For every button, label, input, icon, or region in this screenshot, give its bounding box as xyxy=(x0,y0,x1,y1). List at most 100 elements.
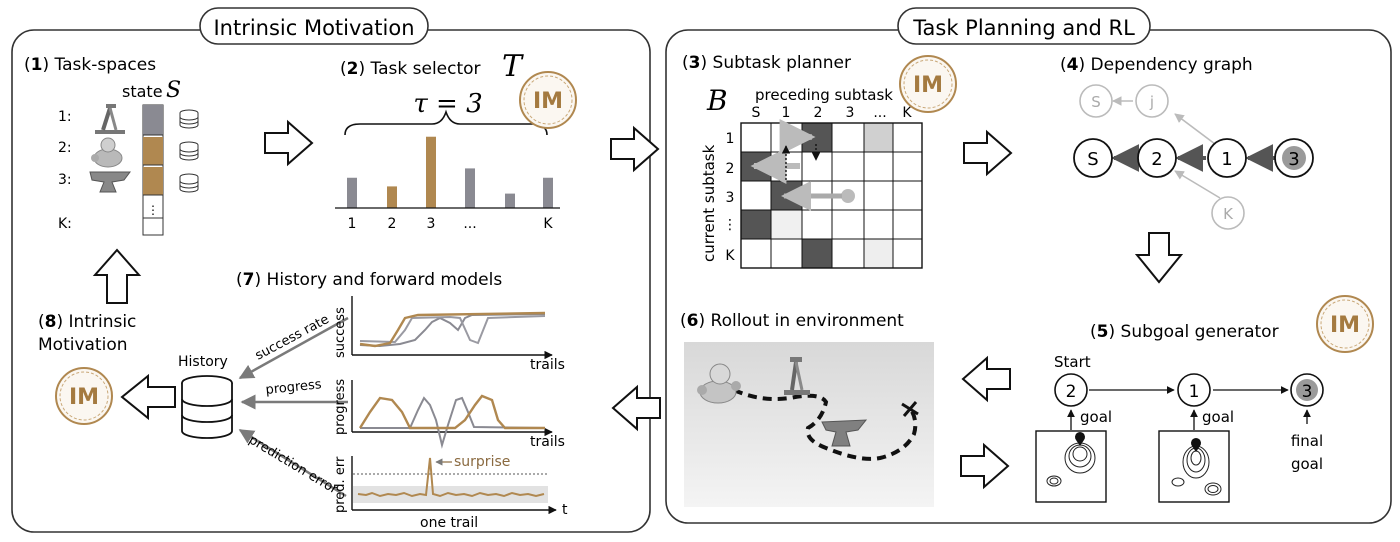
success-plot: success trails xyxy=(333,296,565,373)
svg-text:j: j xyxy=(1149,93,1154,111)
svg-text:IM: IM xyxy=(1330,313,1360,338)
col-label-3: 3 xyxy=(846,105,855,121)
subgoal-node-2: 2 xyxy=(1054,373,1088,407)
im-badge-motivation: IM xyxy=(55,367,113,425)
state-vector: ⋮ xyxy=(142,104,164,236)
lever-object-icon xyxy=(95,104,125,134)
section-subgoal-generator: (5) Subgoal generator IM Start 2 1 3 goa… xyxy=(1035,295,1374,503)
svg-text:IM: IM xyxy=(913,73,943,98)
flow-arrow-2-to-3 xyxy=(610,125,660,173)
state-cell-1 xyxy=(143,105,163,135)
anvil-icon xyxy=(821,419,868,447)
cell-r5-c4 xyxy=(864,239,893,268)
section-4-heading: (4) Dependency graph xyxy=(1060,55,1253,75)
right-panel-title: Task Planning and RL xyxy=(912,16,1135,40)
left-panel-title-pill xyxy=(199,7,429,45)
flow-arrow-1-to-2 xyxy=(264,119,314,167)
rollout-path xyxy=(733,388,918,461)
edge-1-to-j-faded xyxy=(1174,113,1216,145)
col-label-s: S xyxy=(752,105,761,121)
planner-start-dot xyxy=(841,189,855,203)
row-label-1: 1: xyxy=(58,109,72,125)
section-rollout: (6) Rollout in environment xyxy=(680,311,934,507)
row-label-2: 2: xyxy=(58,140,72,156)
environment-scene xyxy=(684,342,934,507)
section-7-heading: (7) History and forward models xyxy=(236,270,502,290)
section-task-spaces: (1) Task-spaces state S 1: 2: 3: K: xyxy=(24,55,199,236)
im-badge-selector: IM xyxy=(519,71,577,129)
flow-arrow-6-to-5 xyxy=(960,442,1010,490)
svg-text:1: 1 xyxy=(1221,149,1232,170)
surprise-annotation: surprise xyxy=(454,454,510,470)
section-8-heading-line1: (8) Intrinsic xyxy=(38,312,136,332)
database-icon-2 xyxy=(179,141,199,161)
cell-r5-c2 xyxy=(802,239,832,268)
state-cell-3 xyxy=(143,167,163,195)
flow-arrow-6-to-7 xyxy=(611,384,661,432)
row-label-ellipsis: ⋮ xyxy=(723,217,737,233)
flow-arrow-history-to-8 xyxy=(120,373,176,421)
section-history: (7) History and forward models History s… xyxy=(178,270,568,531)
final-goal-label-line2: goal xyxy=(1291,455,1323,473)
left-panel: Intrinsic Motivation xyxy=(11,7,651,533)
progress-plot: progress trails xyxy=(333,379,565,450)
goal-label-2: goal xyxy=(1080,408,1112,426)
row-label-3: 3: xyxy=(58,172,72,188)
node-s-faded: S xyxy=(1079,84,1113,118)
lever-icon xyxy=(784,357,810,395)
database-icon-1 xyxy=(179,109,199,129)
row-label-2: 2 xyxy=(726,161,735,177)
dependency-matrix xyxy=(740,119,923,269)
success-rate-label: success rate xyxy=(253,312,332,363)
database-icon-3 xyxy=(179,173,199,193)
error-plot-xlabel: one trail xyxy=(420,515,478,531)
goal-pin-icon-1 xyxy=(1075,432,1085,446)
error-plot-t-label: t xyxy=(562,502,568,518)
section-6-heading: (6) Rollout in environment xyxy=(680,311,904,331)
success-plot-xlabel: trails xyxy=(530,357,565,373)
right-panel-title-pill xyxy=(897,7,1151,45)
cell-r4-c0 xyxy=(741,210,771,239)
svg-text:S: S xyxy=(1091,93,1101,111)
svg-text:2: 2 xyxy=(1151,149,1162,170)
row-labels: 1 2 3 ⋮ K xyxy=(723,131,737,264)
row-label-k: K: xyxy=(58,216,72,232)
flow-arrow-3-to-4 xyxy=(963,129,1013,177)
task-selector-symbol: T xyxy=(502,49,524,84)
selector-bar-5 xyxy=(505,193,515,208)
svg-text:IM: IM xyxy=(533,89,563,114)
success-curve-accent xyxy=(359,311,546,348)
start-label: Start xyxy=(1054,353,1091,371)
selector-xtick-ellipsis: ... xyxy=(463,216,476,232)
goal-pin-icon-2 xyxy=(1191,437,1202,452)
progress-plot-xlabel: trails xyxy=(530,434,565,450)
im-badge-subgoal: IM xyxy=(1316,295,1374,353)
state-cell-2 xyxy=(143,137,163,165)
section-1-heading: (1) Task-spaces xyxy=(24,55,156,75)
subgoal-node-3: 3 xyxy=(1290,373,1324,407)
selector-xtick-k: K xyxy=(543,216,553,232)
im-badge-planner: IM xyxy=(899,55,957,113)
tau-label: τ = 3 xyxy=(413,89,482,119)
svg-text:K: K xyxy=(1223,205,1234,223)
prediction-error-label: prediction error xyxy=(246,433,341,498)
prediction-error-plot: pred. err t one trail surprise xyxy=(333,454,568,531)
selector-bar-4 xyxy=(465,168,475,208)
col-label-2: 2 xyxy=(814,105,823,121)
svg-text:2: 2 xyxy=(1066,382,1077,402)
col-label-1: 1 xyxy=(782,105,791,121)
node-j-faded: j xyxy=(1135,84,1169,118)
success-curve-gray xyxy=(359,313,546,348)
selector-bar-3 xyxy=(426,136,436,208)
progress-plot-ylabel: progress xyxy=(333,379,348,435)
svg-text:3: 3 xyxy=(1288,149,1299,170)
goal-label-1: goal xyxy=(1202,408,1234,426)
left-panel-title: Intrinsic Motivation xyxy=(213,16,414,40)
goal-distribution-plot-1 xyxy=(1035,430,1107,503)
flow-arrow-8-to-1 xyxy=(92,248,142,304)
state-vector-ellipsis: ⋮ xyxy=(147,203,159,217)
node-k-faded: K xyxy=(1211,196,1245,230)
svg-text:3: 3 xyxy=(1302,382,1313,402)
error-curve xyxy=(357,457,545,498)
